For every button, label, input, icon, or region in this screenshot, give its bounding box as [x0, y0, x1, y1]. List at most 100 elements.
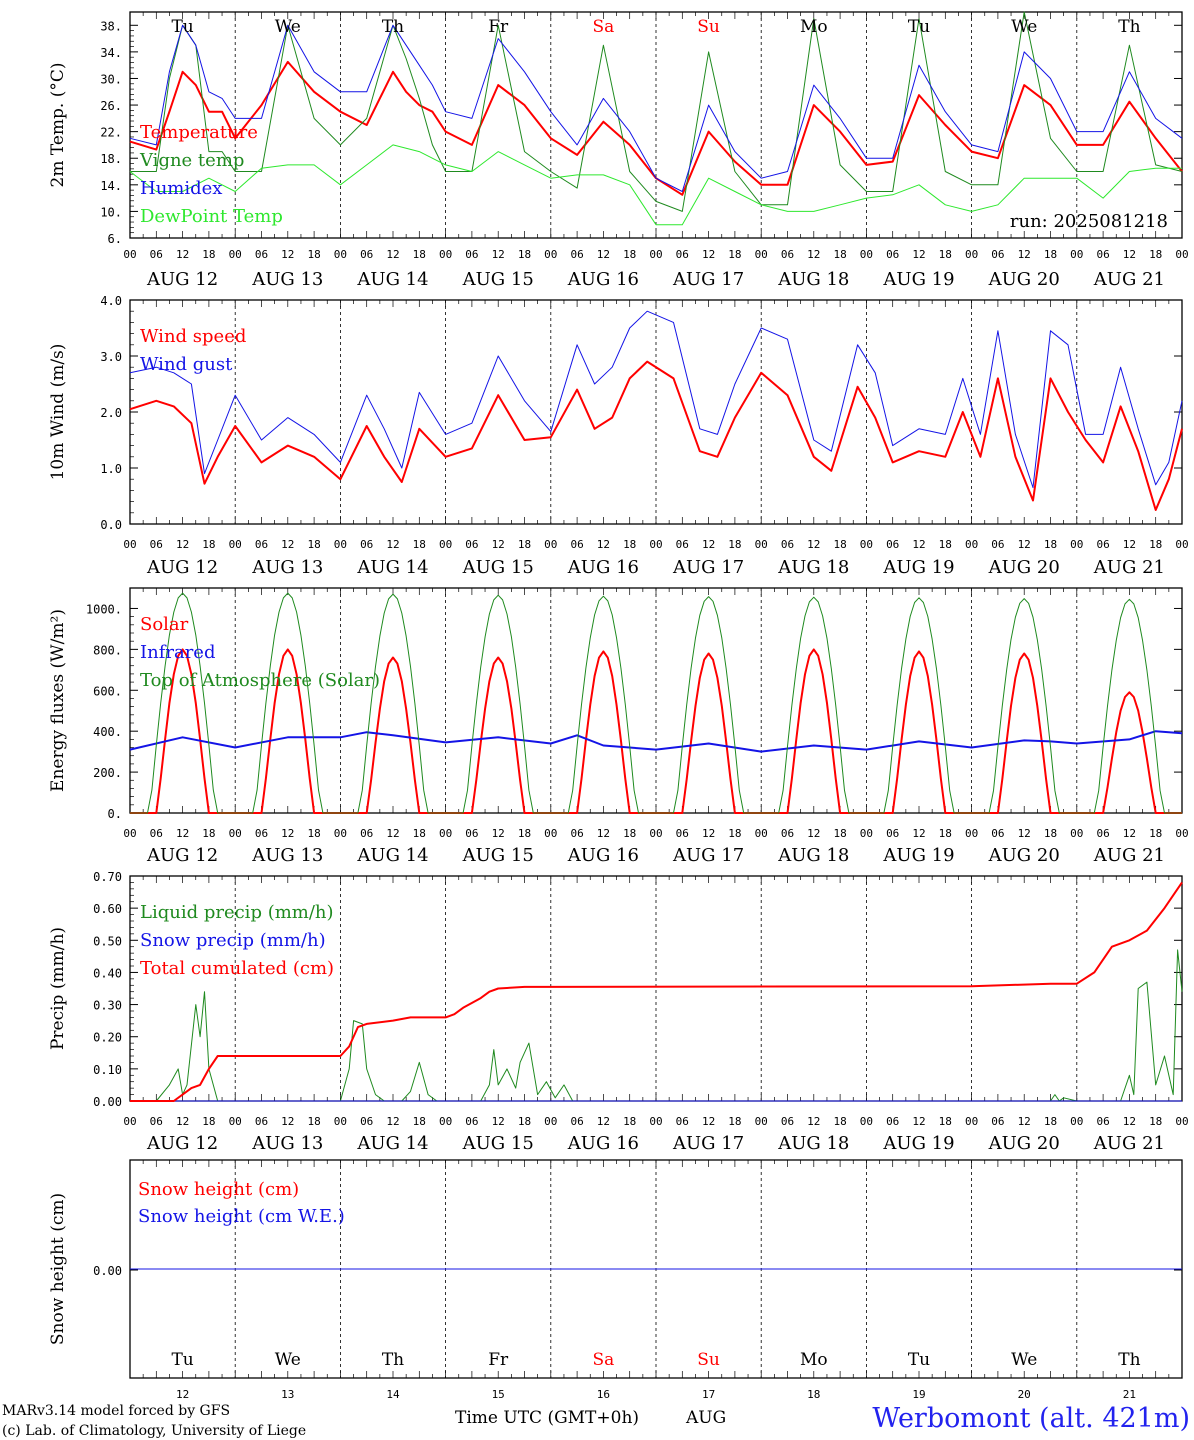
date-label: AUG 19 [882, 1133, 954, 1154]
legend-entry: Top of Atmosphere (Solar) [140, 670, 380, 691]
y-tick-label: 2.0 [100, 406, 122, 420]
hour-label: 12 [176, 1115, 189, 1128]
hour-label: 18 [202, 538, 215, 551]
hour-label: 00 [1070, 1115, 1083, 1128]
hour-label: 12 [492, 1115, 505, 1128]
hour-label: 00 [755, 248, 768, 261]
weekday-label: We [275, 1350, 301, 1370]
hour-label: 12 [176, 248, 189, 261]
y-tick-label: 3.0 [100, 350, 122, 364]
hour-label: 06 [781, 538, 794, 551]
hour-label: 06 [255, 248, 268, 261]
weekday-label: We [275, 17, 301, 37]
hour-label: 12 [912, 1115, 925, 1128]
day-number: 18 [807, 1388, 820, 1401]
weekday-label: Sa [593, 17, 615, 37]
panel-frame [129, 299, 1183, 525]
hour-label: 12 [386, 1115, 399, 1128]
hour-label: 18 [833, 827, 846, 840]
hour-label: 00 [649, 1115, 662, 1128]
legend-entry: Infrared [140, 642, 215, 663]
hour-label: 00 [965, 248, 978, 261]
hour-label: 18 [623, 248, 636, 261]
day-number: 16 [597, 1388, 610, 1401]
weekday-label: Sa [593, 1350, 615, 1370]
y-tick-label: 0.0 [100, 518, 122, 532]
hour-label: 18 [939, 1115, 952, 1128]
date-label: AUG 13 [251, 269, 323, 290]
y-axis-label: Energy fluxes (W/m²) [48, 609, 68, 792]
hour-label: 12 [1018, 1115, 1031, 1128]
hour-label: 18 [623, 1115, 636, 1128]
hour-label: 18 [1044, 538, 1057, 551]
hour-label: 12 [492, 827, 505, 840]
y-tick-label: 6. [108, 232, 122, 246]
hour-label: 00 [649, 538, 662, 551]
hour-label: 00 [229, 1115, 242, 1128]
hour-label: 06 [781, 1115, 794, 1128]
panel-5: 0.00 Snow height (cm) Snow height (cm) Snow… [48, 1159, 1183, 1379]
hour-label: 12 [912, 827, 925, 840]
hour-label: 18 [518, 1115, 531, 1128]
copyright-credit: (c) Lab. of Climatology, University of L… [2, 1423, 306, 1439]
x-axis-title: Time UTC (GMT+0h) [455, 1408, 639, 1428]
hour-label: 06 [676, 827, 689, 840]
hour-label: 12 [176, 827, 189, 840]
series-top-of-atmosphere-solar [130, 592, 1182, 814]
hour-label: 12 [807, 248, 820, 261]
date-label: AUG 16 [567, 557, 639, 578]
hour-label: 06 [886, 248, 899, 261]
hour-label: 00 [334, 248, 347, 261]
legend-entry: Humidex [140, 178, 222, 199]
date-label: AUG 21 [1093, 557, 1165, 578]
date-label: AUG 19 [882, 557, 954, 578]
hour-label: 00 [544, 827, 557, 840]
hour-label: 18 [623, 827, 636, 840]
y-tick-label: 0.20 [93, 1031, 122, 1045]
y-tick-label: 0. [108, 807, 122, 821]
legend-entry: Snow precip (mm/h) [140, 930, 326, 951]
hour-label: 00 [1070, 538, 1083, 551]
date-label: AUG 13 [251, 1133, 323, 1154]
date-label: AUG 16 [567, 845, 639, 866]
hour-label: 18 [518, 538, 531, 551]
date-label: AUG 20 [988, 845, 1060, 866]
legend-entry: DewPoint Temp [140, 206, 283, 227]
hour-label: 12 [597, 248, 610, 261]
hour-label: 06 [886, 827, 899, 840]
series-vigne-temp [130, 11, 1183, 212]
hour-label: 00 [439, 248, 452, 261]
y-tick-label: 10. [100, 205, 122, 219]
y-tick-label: 400. [93, 725, 122, 739]
hour-label: 00 [755, 538, 768, 551]
hour-label: 06 [1096, 538, 1109, 551]
date-label: AUG 17 [672, 557, 744, 578]
series-infrared [129, 730, 1183, 753]
hour-label: 00 [1175, 827, 1188, 840]
y-tick-label: 34. [100, 46, 122, 60]
y-tick-label: 0.10 [93, 1063, 122, 1077]
hour-label: 00 [439, 1115, 452, 1128]
hour-label: 00 [755, 1115, 768, 1128]
hour-label: 12 [281, 827, 294, 840]
hour-label: 18 [307, 1115, 320, 1128]
hour-label: 00 [544, 248, 557, 261]
weekday-label: Fr [488, 1350, 509, 1370]
weekday-label: Tu [908, 17, 930, 37]
hour-label: 06 [991, 248, 1004, 261]
date-label: AUG 21 [1093, 269, 1165, 290]
hour-label: 00 [229, 538, 242, 551]
month-label: AUG [685, 1408, 726, 1428]
legend-entry: Snow height (cm) [138, 1179, 299, 1200]
y-tick-label: 30. [100, 72, 122, 86]
y-axis-label: Precip (mm/h) [48, 927, 68, 1050]
hour-label: 06 [150, 248, 163, 261]
series-total-cumulated-cm [130, 881, 1183, 1102]
legend-entry: Wind gust [140, 354, 233, 375]
hour-label: 06 [255, 827, 268, 840]
hour-label: 12 [386, 248, 399, 261]
hour-label: 06 [360, 827, 373, 840]
hour-label: 18 [728, 827, 741, 840]
hour-label: 12 [281, 1115, 294, 1128]
weekday-label: Th [1118, 17, 1140, 37]
